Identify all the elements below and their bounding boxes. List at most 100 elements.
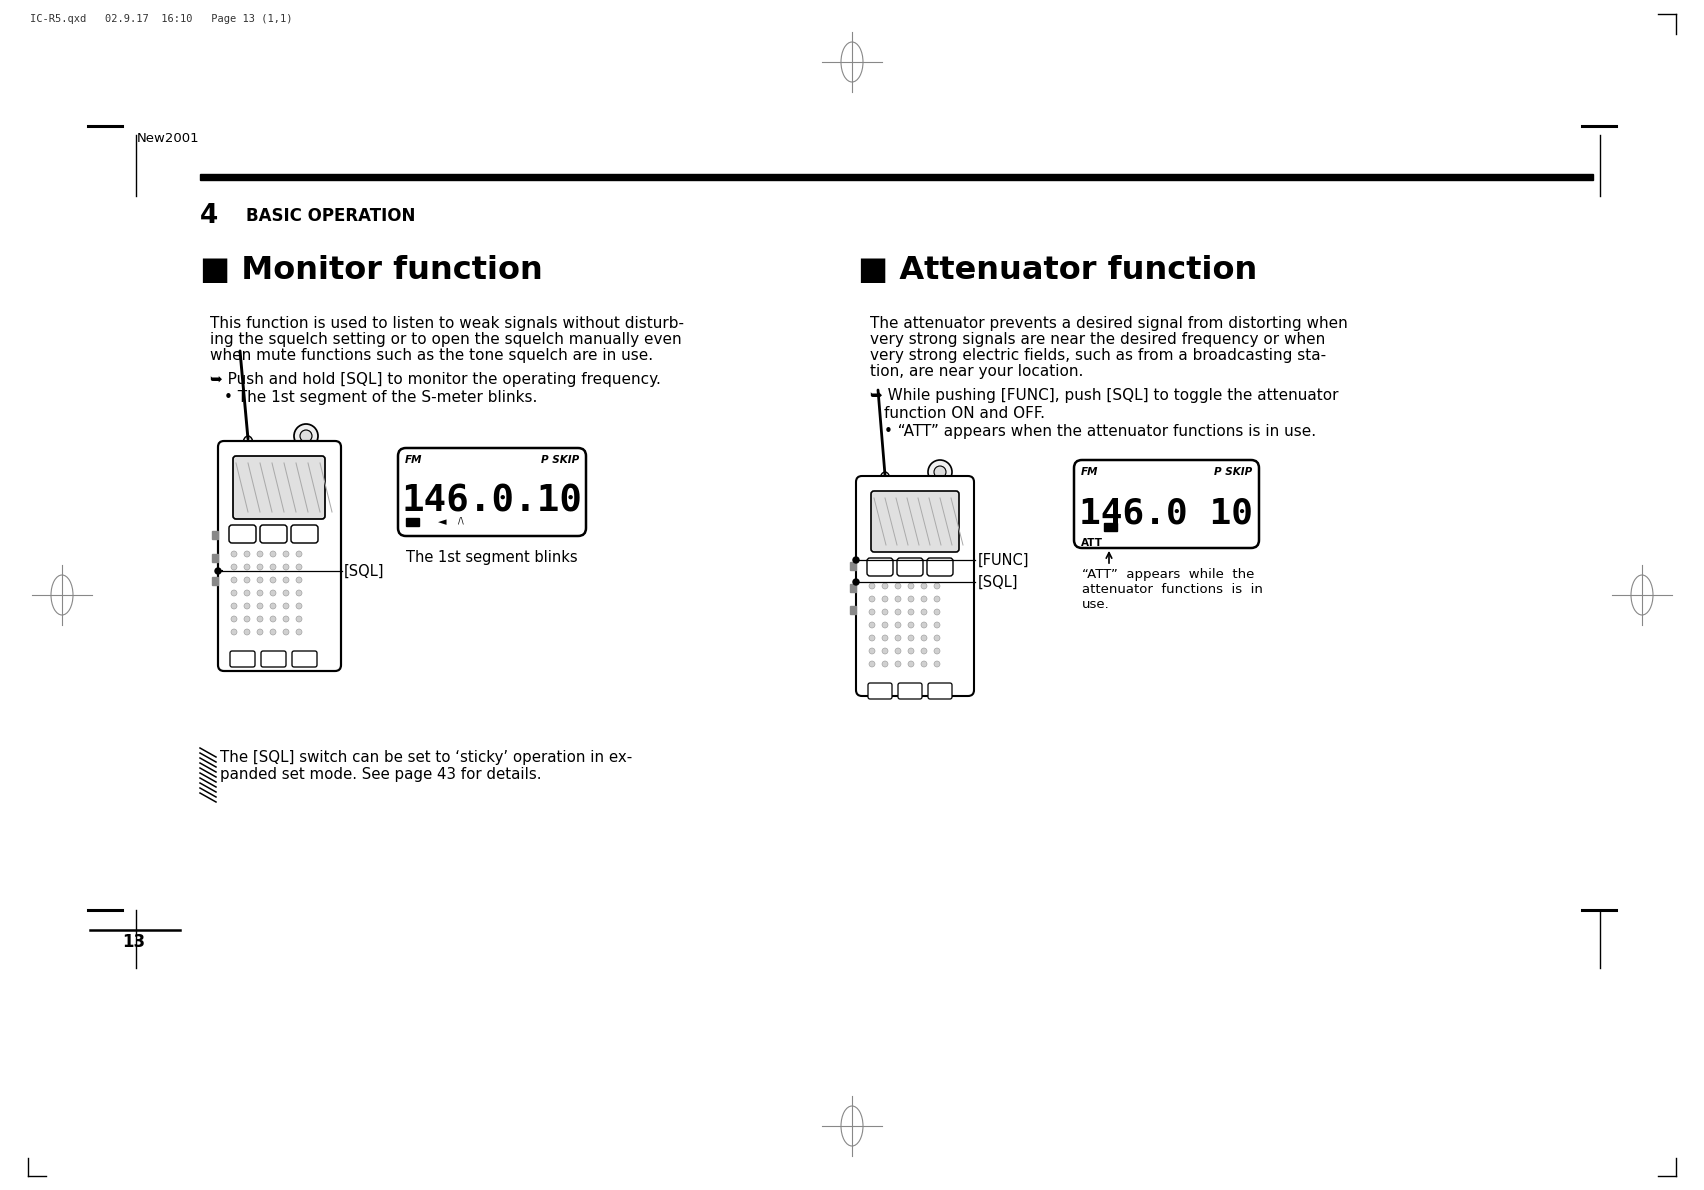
Circle shape — [895, 583, 901, 589]
Circle shape — [929, 461, 953, 484]
Circle shape — [883, 660, 888, 668]
Circle shape — [854, 580, 859, 585]
Circle shape — [934, 583, 941, 589]
Text: ➥ While pushing [FUNC], push [SQL] to toggle the attenuator: ➥ While pushing [FUNC], push [SQL] to to… — [871, 388, 1339, 403]
Circle shape — [283, 551, 290, 557]
Circle shape — [283, 577, 290, 583]
Circle shape — [883, 622, 888, 628]
Circle shape — [296, 603, 302, 609]
FancyBboxPatch shape — [261, 651, 286, 668]
Circle shape — [296, 577, 302, 583]
Circle shape — [883, 583, 888, 589]
Text: BASIC OPERATION: BASIC OPERATION — [245, 207, 416, 225]
Circle shape — [269, 590, 276, 596]
FancyBboxPatch shape — [898, 683, 922, 699]
Circle shape — [908, 649, 913, 655]
Circle shape — [908, 609, 913, 615]
Circle shape — [296, 564, 302, 570]
Ellipse shape — [879, 472, 889, 488]
Bar — [850, 562, 855, 570]
Circle shape — [232, 564, 237, 570]
FancyBboxPatch shape — [399, 447, 586, 536]
Text: ing the squelch setting or to open the squelch manually even: ing the squelch setting or to open the s… — [210, 332, 682, 347]
Circle shape — [296, 630, 302, 635]
Text: /\: /\ — [458, 516, 463, 526]
FancyBboxPatch shape — [896, 558, 924, 576]
Bar — [211, 555, 218, 562]
Circle shape — [232, 590, 237, 596]
Circle shape — [920, 660, 927, 668]
Circle shape — [883, 596, 888, 602]
Circle shape — [869, 596, 874, 602]
Circle shape — [269, 616, 276, 622]
Circle shape — [934, 596, 941, 602]
Text: ◄: ◄ — [438, 516, 446, 527]
Circle shape — [895, 609, 901, 615]
FancyBboxPatch shape — [218, 441, 341, 671]
FancyBboxPatch shape — [871, 491, 959, 552]
Circle shape — [269, 551, 276, 557]
Circle shape — [908, 596, 913, 602]
Circle shape — [920, 622, 927, 628]
Circle shape — [934, 660, 941, 668]
Text: panded set mode. See page 43 for details.: panded set mode. See page 43 for details… — [220, 768, 542, 782]
Text: The 1st segment blinks: The 1st segment blinks — [406, 550, 578, 565]
Circle shape — [296, 590, 302, 596]
Bar — [199, 174, 1593, 180]
Circle shape — [869, 583, 874, 589]
Circle shape — [283, 630, 290, 635]
Text: • The 1st segment of the S-meter blinks.: • The 1st segment of the S-meter blinks. — [223, 390, 537, 405]
FancyBboxPatch shape — [929, 683, 953, 699]
Text: ➥ Push and hold [SQL] to monitor the operating frequency.: ➥ Push and hold [SQL] to monitor the ope… — [210, 372, 661, 387]
FancyBboxPatch shape — [867, 558, 893, 576]
Circle shape — [244, 577, 250, 583]
Circle shape — [283, 590, 290, 596]
Circle shape — [934, 609, 941, 615]
Circle shape — [257, 577, 262, 583]
Circle shape — [296, 616, 302, 622]
FancyBboxPatch shape — [291, 525, 319, 543]
Bar — [850, 584, 855, 591]
Text: IC-R5.qxd   02.9.17  16:10   Page 13 (1,1): IC-R5.qxd 02.9.17 16:10 Page 13 (1,1) — [31, 14, 293, 24]
Text: New2001: New2001 — [136, 132, 199, 145]
Text: FM: FM — [1080, 466, 1099, 477]
Bar — [850, 606, 855, 614]
Text: [SQL]: [SQL] — [978, 575, 1019, 589]
Circle shape — [257, 603, 262, 609]
Circle shape — [269, 577, 276, 583]
Bar — [211, 577, 218, 585]
Text: attenuator  functions  is  in: attenuator functions is in — [1082, 583, 1263, 596]
Circle shape — [854, 557, 859, 563]
FancyBboxPatch shape — [261, 525, 286, 543]
Circle shape — [283, 564, 290, 570]
Circle shape — [869, 635, 874, 641]
Circle shape — [232, 630, 237, 635]
FancyBboxPatch shape — [233, 456, 325, 519]
Text: ■ Attenuator function: ■ Attenuator function — [859, 255, 1258, 286]
Circle shape — [934, 649, 941, 655]
Text: “ATT”  appears  while  the: “ATT” appears while the — [1082, 568, 1254, 581]
Circle shape — [895, 635, 901, 641]
Text: function ON and OFF.: function ON and OFF. — [884, 406, 1045, 421]
Text: 146.0.10: 146.0.10 — [402, 484, 583, 520]
Circle shape — [934, 466, 946, 478]
Circle shape — [244, 590, 250, 596]
FancyBboxPatch shape — [855, 476, 975, 696]
Circle shape — [895, 622, 901, 628]
Circle shape — [244, 630, 250, 635]
Circle shape — [257, 616, 262, 622]
Text: • “ATT” appears when the attenuator functions is in use.: • “ATT” appears when the attenuator func… — [884, 424, 1315, 439]
Text: ■ Monitor function: ■ Monitor function — [199, 255, 544, 286]
FancyBboxPatch shape — [291, 651, 317, 668]
Circle shape — [295, 424, 319, 447]
Text: ATT: ATT — [1080, 538, 1102, 549]
Circle shape — [869, 609, 874, 615]
Ellipse shape — [244, 436, 252, 452]
Circle shape — [244, 603, 250, 609]
Circle shape — [934, 622, 941, 628]
Text: very strong electric fields, such as from a broadcasting sta-: very strong electric fields, such as fro… — [871, 347, 1326, 363]
Circle shape — [895, 660, 901, 668]
Text: FM: FM — [406, 455, 423, 465]
Circle shape — [257, 564, 262, 570]
Bar — [406, 518, 419, 526]
